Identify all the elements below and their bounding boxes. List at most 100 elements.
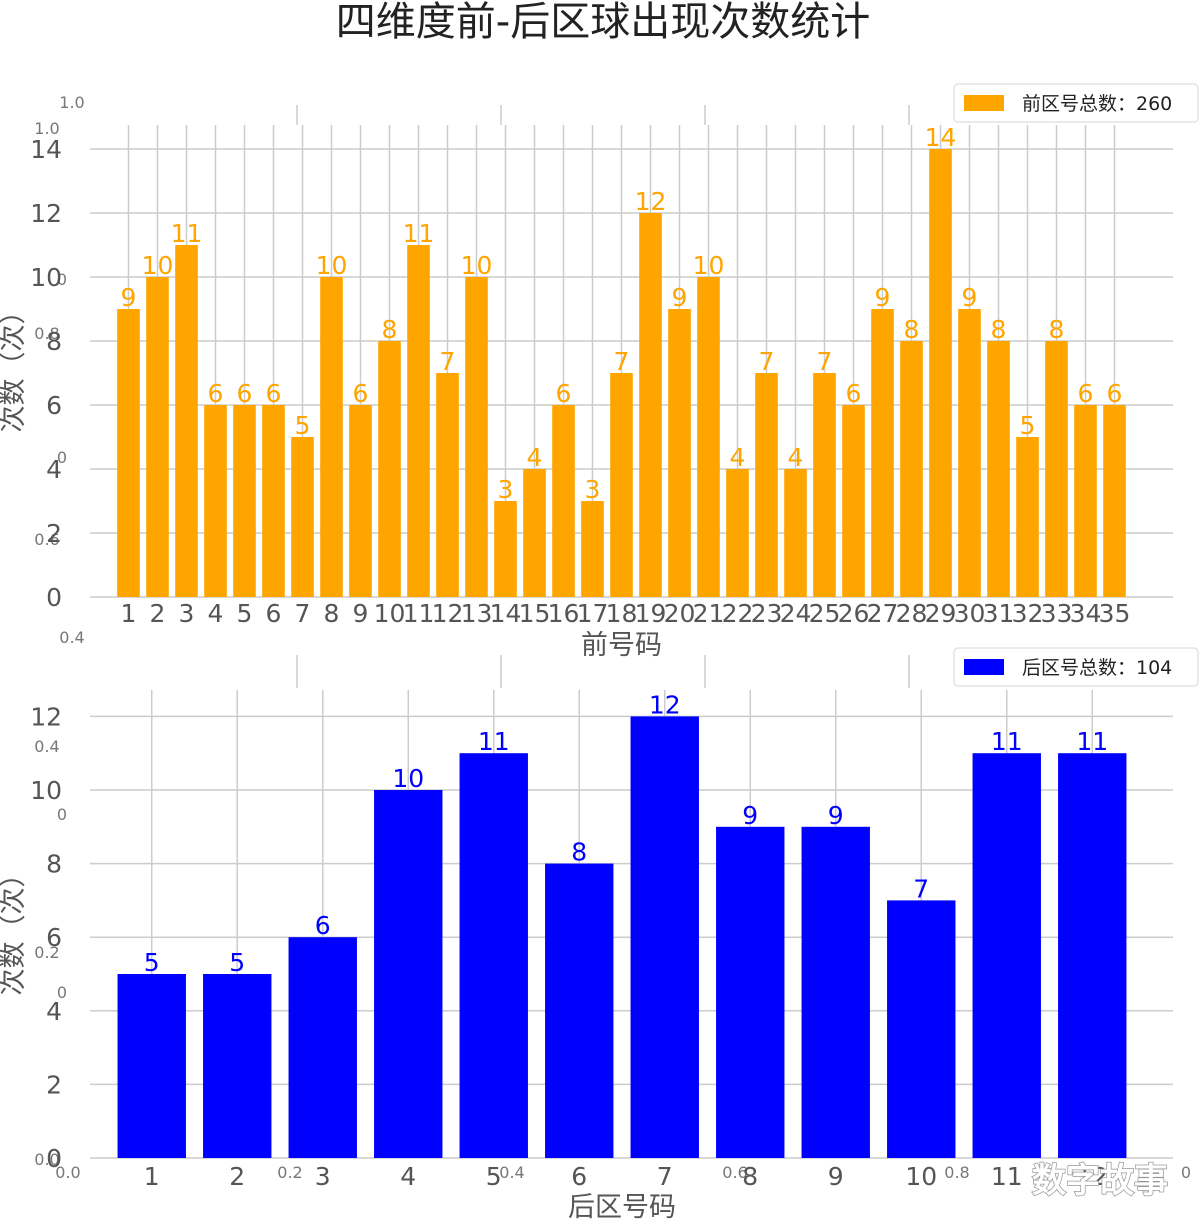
bar-value-label: 3 — [585, 475, 601, 504]
x-tick-label: 11 — [991, 1162, 1023, 1191]
y-tick-label: 8 — [46, 327, 62, 356]
bar-value-label: 6 — [315, 911, 331, 940]
x-tick-label: 2 — [229, 1162, 245, 1191]
x-tick-label: 33 — [1041, 599, 1073, 628]
bar-value-label: 6 — [556, 379, 572, 408]
bar — [378, 341, 401, 597]
bar — [630, 716, 699, 1158]
bar-value-label: 10 — [392, 764, 424, 793]
legend-label: 后区号总数：104 — [1022, 657, 1172, 679]
bar — [175, 245, 198, 597]
x-tick-label: 4 — [400, 1162, 416, 1191]
bar — [929, 149, 952, 597]
x-tick-label: 27 — [867, 599, 899, 628]
bar-value-label: 5 — [295, 411, 311, 440]
x-tick-label: 29 — [925, 599, 957, 628]
x-tick-label: 21 — [693, 599, 725, 628]
bar-value-label: 10 — [461, 251, 493, 280]
bar-value-label: 6 — [237, 379, 253, 408]
x-tick-label: 26 — [838, 599, 870, 628]
bar — [204, 405, 227, 597]
bar — [320, 277, 343, 597]
bar — [972, 753, 1041, 1158]
y-tick-label: 12 — [30, 702, 62, 731]
bar-value-label: 6 — [353, 379, 369, 408]
legend-box — [953, 83, 1199, 123]
x-tick-label: 8 — [742, 1162, 758, 1191]
chart-title: 四维度前-后区球出现次数统计 — [336, 0, 870, 45]
bar-value-label: 10 — [693, 251, 725, 280]
bar — [697, 277, 720, 597]
bar — [349, 405, 372, 597]
bar — [146, 277, 169, 597]
bar-value-label: 11 — [478, 727, 510, 756]
bar-value-label: 11 — [171, 219, 203, 248]
x-tick-label: 24 — [780, 599, 812, 628]
bar-value-label: 11 — [991, 727, 1023, 756]
ghost-tick-label: 0 — [57, 805, 67, 824]
x-tick-label: 32 — [1012, 599, 1044, 628]
bar — [1103, 405, 1126, 597]
x-tick-label: 15 — [519, 599, 551, 628]
bar-value-label: 11 — [403, 219, 435, 248]
bar-value-label: 7 — [817, 347, 833, 376]
bar — [1074, 405, 1097, 597]
bar — [813, 373, 836, 597]
bar — [523, 469, 546, 597]
watermark: 数字故事 — [1032, 1161, 1168, 1201]
bar-value-label: 10 — [142, 251, 174, 280]
x-tick-label: 16 — [548, 599, 580, 628]
x-tick-label: 5 — [486, 1162, 502, 1191]
x-tick-label: 18 — [606, 599, 638, 628]
bar — [545, 863, 614, 1158]
y-tick-label: 0 — [46, 583, 62, 612]
x-tick-label: 17 — [577, 599, 609, 628]
bar — [1058, 753, 1127, 1158]
ghost-tick-label: 0.2 — [277, 1163, 302, 1182]
ghost-tick-label: 1.0 — [59, 93, 84, 112]
y-tick-label: 6 — [46, 923, 62, 952]
bar-value-label: 8 — [904, 315, 920, 344]
ghost-tick-label: 1.0 — [34, 119, 59, 138]
bar-value-label: 5 — [229, 948, 245, 977]
y-tick-label: 6 — [46, 391, 62, 420]
legend-box — [953, 647, 1199, 687]
y-tick-label: 12 — [30, 199, 62, 228]
bar-value-label: 8 — [1049, 315, 1065, 344]
x-tick-label: 34 — [1070, 599, 1102, 628]
x-tick-label: 11 — [403, 599, 435, 628]
bar-value-label: 5 — [144, 948, 160, 977]
bar — [291, 437, 314, 597]
y-tick-label: 4 — [46, 455, 62, 484]
legend-swatch — [964, 95, 1004, 111]
x-tick-label: 28 — [896, 599, 928, 628]
bar — [987, 341, 1010, 597]
x-tick-label: 1 — [144, 1162, 160, 1191]
bar-value-label: 12 — [635, 187, 667, 216]
bar — [581, 501, 604, 597]
bar — [465, 277, 488, 597]
bar — [755, 373, 778, 597]
bar-value-label: 9 — [121, 283, 137, 312]
bar — [459, 753, 528, 1158]
x-tick-label: 35 — [1099, 599, 1131, 628]
bar-value-label: 11 — [1076, 727, 1108, 756]
bar — [726, 469, 749, 597]
bar-value-label: 8 — [991, 315, 1007, 344]
bar — [639, 213, 662, 597]
y-tick-label: 10 — [30, 263, 62, 292]
x-tick-label: 20 — [664, 599, 696, 628]
y-tick-label: 2 — [46, 1070, 62, 1099]
x-tick-label: 9 — [828, 1162, 844, 1191]
y-tick-label: 14 — [30, 135, 62, 164]
bar-value-label: 5 — [1020, 411, 1036, 440]
x-tick-label: 6 — [266, 599, 282, 628]
bar-value-label: 7 — [759, 347, 775, 376]
x-tick-label: 12 — [1076, 1162, 1108, 1191]
x-tick-label: 6 — [571, 1162, 587, 1191]
ghost-tick-label: 0.6 — [722, 1163, 747, 1182]
bar — [1016, 437, 1039, 597]
bar-value-label: 12 — [649, 690, 681, 719]
ghost-tick-label: 0.8 — [944, 1163, 969, 1182]
y-tick-label: 2 — [46, 519, 62, 548]
